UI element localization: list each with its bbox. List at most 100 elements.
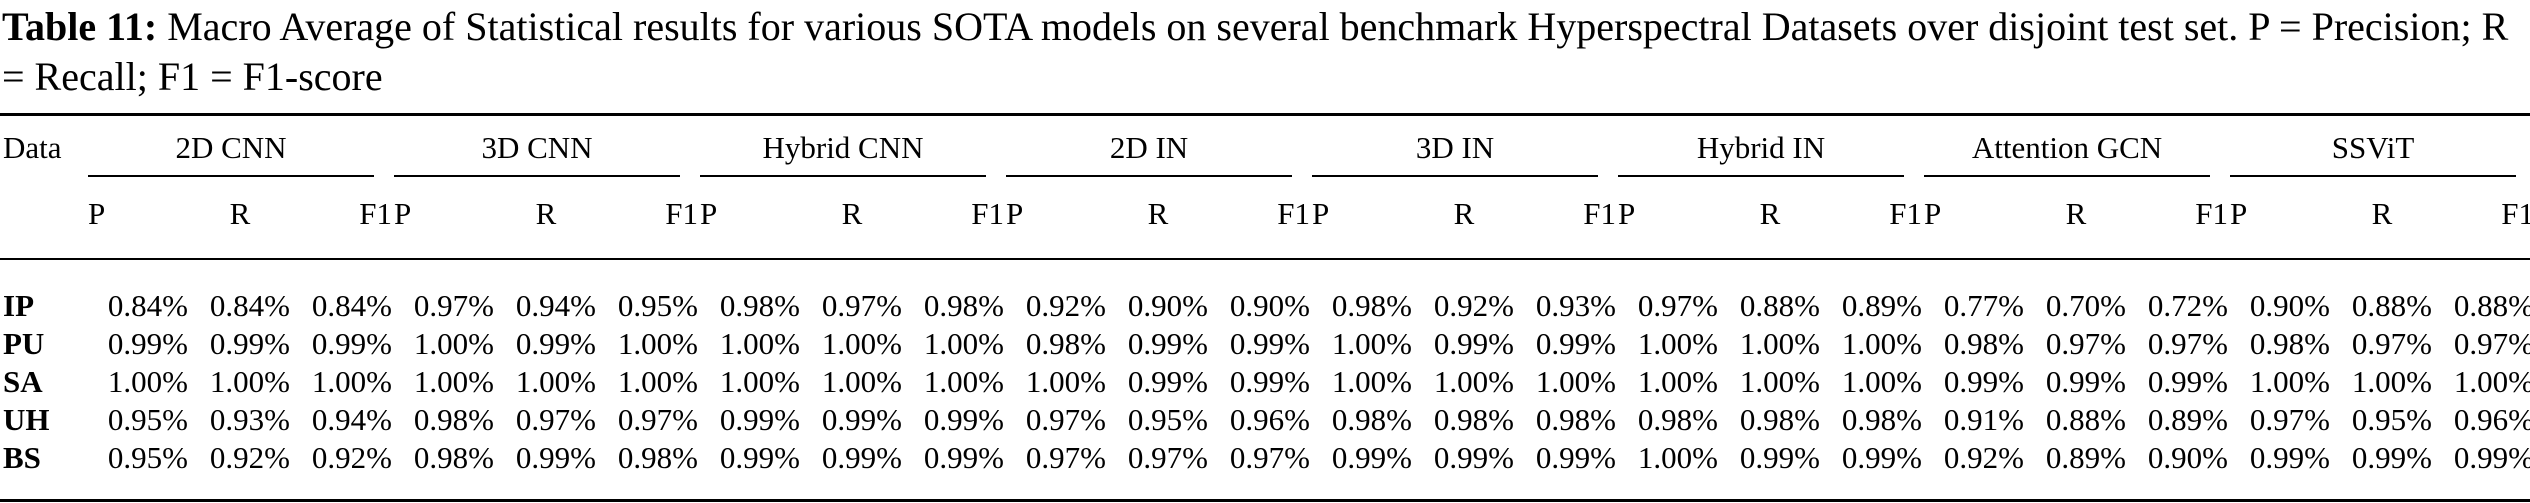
table-cell: 0.99% xyxy=(719,440,800,475)
table-cell: 0.95% xyxy=(617,288,698,323)
table-cell: 0.89% xyxy=(2147,402,2228,437)
table-cell: 0.97% xyxy=(617,402,698,437)
model-header-underline xyxy=(394,175,680,177)
model-header: Hybrid IN xyxy=(1696,130,1826,165)
metric-header: P xyxy=(394,196,412,231)
table-cell: 0.99% xyxy=(1535,326,1616,361)
table-cell: 1.00% xyxy=(2453,364,2530,399)
table-cell: 0.96% xyxy=(1229,402,1310,437)
data-column-header: Data xyxy=(3,130,62,165)
table-cell: 0.97% xyxy=(2453,326,2530,361)
table-cell: 0.90% xyxy=(1127,288,1208,323)
metric-header: P xyxy=(1618,196,1636,231)
model-header: Hybrid CNN xyxy=(762,130,924,165)
metric-header: F1 xyxy=(1889,196,1922,231)
table-cell: 0.99% xyxy=(923,440,1004,475)
table-cell: 0.98% xyxy=(1841,402,1922,437)
table-cell: 0.98% xyxy=(1331,288,1412,323)
table-cell: 0.94% xyxy=(311,402,392,437)
table-cell: 0.98% xyxy=(1637,402,1718,437)
table-cell: 0.99% xyxy=(2453,440,2530,475)
model-header-underline xyxy=(1312,175,1598,177)
table-cell: 0.95% xyxy=(107,440,188,475)
model-header: 2D CNN xyxy=(175,130,287,165)
model-header-underline xyxy=(1618,175,1904,177)
table-cell: 0.90% xyxy=(1229,288,1310,323)
table-cell: 0.72% xyxy=(2147,288,2228,323)
table-cell: 0.92% xyxy=(209,440,290,475)
table-cell: 0.97% xyxy=(1637,288,1718,323)
table-cell: 1.00% xyxy=(1637,364,1718,399)
table-cell: 1.00% xyxy=(617,364,698,399)
metric-header: P xyxy=(1924,196,1942,231)
table-cell: 0.90% xyxy=(2147,440,2228,475)
metric-header: F1 xyxy=(1277,196,1310,231)
table-cell: 1.00% xyxy=(1331,364,1412,399)
table-cell: 1.00% xyxy=(923,364,1004,399)
table-cell: 1.00% xyxy=(209,364,290,399)
metric-header: F1 xyxy=(971,196,1004,231)
table-cell: 1.00% xyxy=(1535,364,1616,399)
model-header-underline xyxy=(88,175,374,177)
table-cell: 0.98% xyxy=(1739,402,1820,437)
table-cell: 0.99% xyxy=(821,402,902,437)
model-header: SSViT xyxy=(2331,130,2415,165)
caption-label: Table 11: xyxy=(2,4,158,49)
table-cell: 0.97% xyxy=(1229,440,1310,475)
table-cell: 0.92% xyxy=(311,440,392,475)
table-cell: 0.94% xyxy=(515,288,596,323)
model-header: 3D IN xyxy=(1415,130,1495,165)
table-cell: 0.99% xyxy=(923,402,1004,437)
table-caption: Table 11: Macro Average of Statistical r… xyxy=(2,2,2522,102)
table-cell: 0.84% xyxy=(209,288,290,323)
table-cell: 0.89% xyxy=(1841,288,1922,323)
table-cell: 1.00% xyxy=(1739,364,1820,399)
table-cell: 0.70% xyxy=(2045,288,2126,323)
table-cell: 0.99% xyxy=(107,326,188,361)
model-header-underline xyxy=(1006,175,1292,177)
table-cell: 1.00% xyxy=(719,326,800,361)
metric-header: P xyxy=(700,196,718,231)
table-cell: 0.97% xyxy=(1025,440,1106,475)
model-header: 3D CNN xyxy=(481,130,593,165)
dataset-label: BS xyxy=(3,440,41,475)
metric-header: P xyxy=(1312,196,1330,231)
table-cell: 1.00% xyxy=(821,364,902,399)
table-cell: 0.93% xyxy=(209,402,290,437)
table-top-rule xyxy=(0,113,2530,116)
table-cell: 0.99% xyxy=(1739,440,1820,475)
table-cell: 0.84% xyxy=(107,288,188,323)
table-cell: 0.92% xyxy=(1943,440,2024,475)
table-cell: 0.77% xyxy=(1943,288,2024,323)
table-cell: 0.98% xyxy=(2249,326,2330,361)
table-cell: 0.99% xyxy=(311,326,392,361)
table-cell: 0.88% xyxy=(2045,402,2126,437)
table-cell: 0.97% xyxy=(413,288,494,323)
table-cell: 0.98% xyxy=(1025,326,1106,361)
model-header: 2D IN xyxy=(1109,130,1189,165)
metric-header: F1 xyxy=(665,196,698,231)
table-cell: 1.00% xyxy=(1025,364,1106,399)
metric-header: R xyxy=(535,196,557,231)
table-cell: 0.99% xyxy=(1841,440,1922,475)
table-cell: 0.97% xyxy=(821,288,902,323)
table-cell: 0.98% xyxy=(1535,402,1616,437)
table-cell: 1.00% xyxy=(1433,364,1514,399)
table-cell: 0.88% xyxy=(2453,288,2530,323)
table-cell: 0.99% xyxy=(2147,364,2228,399)
metric-header: R xyxy=(229,196,251,231)
table-cell: 0.95% xyxy=(2351,402,2432,437)
table-cell: 0.98% xyxy=(413,402,494,437)
metric-header: F1 xyxy=(2195,196,2228,231)
table-cell: 0.99% xyxy=(1535,440,1616,475)
table-cell: 0.88% xyxy=(1739,288,1820,323)
table-cell: 0.99% xyxy=(1433,440,1514,475)
table-cell: 1.00% xyxy=(311,364,392,399)
table-cell: 1.00% xyxy=(1637,440,1718,475)
table-cell: 1.00% xyxy=(1739,326,1820,361)
metric-header: P xyxy=(88,196,106,231)
metric-header: R xyxy=(2371,196,2393,231)
table-cell: 0.84% xyxy=(311,288,392,323)
table-cell: 1.00% xyxy=(1637,326,1718,361)
